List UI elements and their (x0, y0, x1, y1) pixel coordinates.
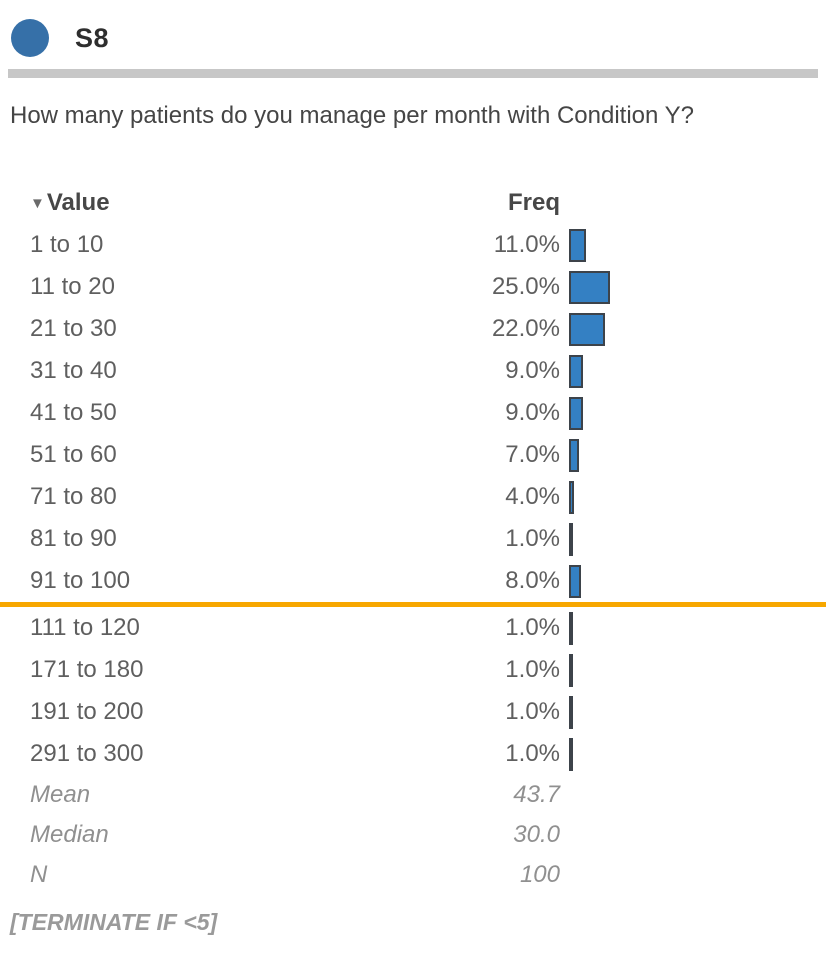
summary-stats: Mean 43.7 Median 30.0 N 100 (0, 775, 826, 895)
stat-label: Median (30, 821, 109, 848)
table-body: 1 to 10 11.0% 11 to 20 25.0% 21 to 30 22… (0, 224, 826, 775)
freq-bar (569, 312, 605, 346)
freq-cell: 1.0% (505, 525, 560, 552)
value-cell: 171 to 180 (30, 656, 144, 683)
frequency-table: ▼Value Freq 1 to 10 11.0% 11 to 20 25.0%… (0, 182, 826, 775)
freq-bar (569, 228, 586, 262)
table-row: 191 to 200 1.0% (0, 691, 826, 733)
table-header-row: ▼Value Freq (0, 182, 826, 224)
table-row: 11 to 20 25.0% (0, 266, 826, 308)
value-cell: 291 to 300 (30, 740, 144, 767)
freq-bar (569, 522, 573, 556)
value-cell: 41 to 50 (30, 399, 117, 426)
freq-cell: 11.0% (493, 231, 560, 258)
value-cell: 31 to 40 (30, 357, 117, 384)
question-text: How many patients do you manage per mont… (10, 102, 694, 129)
freq-cell: 9.0% (505, 399, 560, 426)
value-cell: 91 to 100 (30, 567, 131, 594)
table-row: 171 to 180 1.0% (0, 649, 826, 691)
sort-descending-icon[interactable]: ▼ (30, 195, 45, 212)
value-cell: 51 to 60 (30, 441, 117, 468)
stat-row-n: N 100 (0, 855, 826, 895)
table-row: 1 to 10 11.0% (0, 224, 826, 266)
value-cell: 111 to 120 (30, 614, 140, 641)
freq-cell: 9.0% (505, 357, 560, 384)
freq-bar (569, 354, 583, 388)
freq-cell: 22.0% (491, 315, 560, 342)
bar-cell (560, 522, 826, 556)
table-row: 51 to 60 7.0% (0, 434, 826, 476)
table-row: 71 to 80 4.0% (0, 476, 826, 518)
freq-bar (569, 695, 573, 729)
freq-cell: 7.0% (505, 441, 560, 468)
termination-instruction: [TERMINATE IF <5] (10, 909, 218, 935)
stat-label: N (30, 861, 48, 888)
stat-row-median: Median 30.0 (0, 815, 826, 855)
table-row: 41 to 50 9.0% (0, 392, 826, 434)
freq-cell: 25.0% (491, 273, 560, 300)
bar-cell (560, 564, 826, 598)
bar-cell (560, 228, 826, 262)
bar-cell (560, 695, 826, 729)
bar-cell (560, 611, 826, 645)
bar-cell (560, 270, 826, 304)
table-row: 31 to 40 9.0% (0, 350, 826, 392)
survey-question-report: S8 How many patients do you manage per m… (0, 0, 826, 935)
stat-value: 30.0 (513, 821, 560, 848)
freq-cell: 1.0% (505, 656, 560, 683)
table-row: 21 to 30 22.0% (0, 308, 826, 350)
question-id: S8 (75, 22, 110, 53)
freq-cell: 1.0% (505, 740, 560, 767)
freq-bar (569, 480, 575, 514)
freq-bar (569, 653, 573, 687)
table-row: 291 to 300 1.0% (0, 733, 826, 775)
table-row: 81 to 90 1.0% (0, 518, 826, 560)
table-row: 91 to 100 8.0% (0, 560, 826, 602)
stat-value: 100 (519, 861, 560, 888)
freq-bar (569, 438, 580, 472)
bar-cell (560, 312, 826, 346)
value-column-header: Value (46, 189, 110, 216)
question-status-dot (11, 19, 49, 57)
bar-cell (560, 438, 826, 472)
freq-cell: 4.0% (505, 483, 560, 510)
value-cell: 21 to 30 (30, 315, 117, 342)
freq-bar (569, 564, 581, 598)
freq-bar (569, 737, 573, 771)
stat-row-mean: Mean 43.7 (0, 775, 826, 815)
bar-cell (560, 480, 826, 514)
stat-value: 43.7 (513, 781, 560, 808)
value-cell: 71 to 80 (30, 483, 117, 510)
report-header: S8 (0, 0, 826, 57)
bar-cell (560, 354, 826, 388)
bar-cell (560, 653, 826, 687)
freq-bar (569, 611, 573, 645)
freq-cell: 8.0% (505, 567, 560, 594)
freq-cell: 1.0% (505, 698, 560, 725)
table-row: 111 to 120 1.0% (0, 607, 826, 649)
freq-column-header: Freq (507, 189, 560, 216)
freq-bar (569, 270, 610, 304)
value-cell: 191 to 200 (30, 698, 144, 725)
value-cell: 1 to 10 (30, 231, 104, 258)
screener-cutoff-line (0, 602, 826, 607)
value-cell: 11 to 20 (30, 273, 115, 300)
value-cell: 81 to 90 (30, 525, 117, 552)
stat-label: Mean (30, 781, 91, 808)
bar-cell (560, 737, 826, 771)
value-column-header-cell: ▼Value (0, 189, 370, 217)
header-divider (8, 69, 818, 78)
freq-bar (569, 396, 583, 430)
freq-cell: 1.0% (505, 614, 560, 641)
bar-cell (560, 396, 826, 430)
